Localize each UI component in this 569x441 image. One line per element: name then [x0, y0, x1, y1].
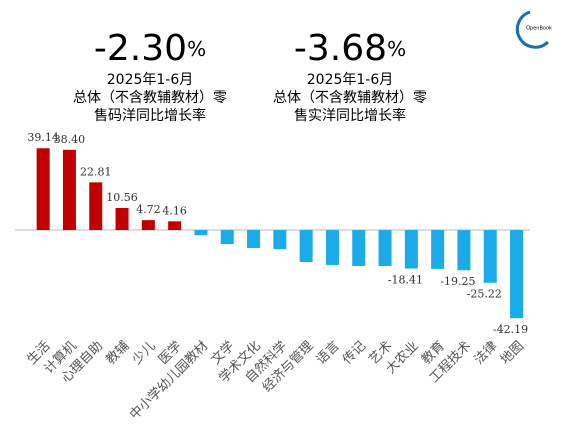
headline-caption: 2025年1-6月	[107, 72, 194, 88]
bar	[247, 230, 261, 248]
bar	[457, 230, 471, 271]
logo-text: OpenBook	[526, 26, 552, 32]
headline-value: -3.68%	[294, 28, 406, 69]
headline-caption: 售码洋同比增长率	[94, 107, 206, 124]
value-label: 10.56	[106, 191, 138, 204]
bar	[273, 230, 287, 250]
headline-caption: 总体（不含教辅教材）零	[273, 90, 427, 106]
value-label: 22.81	[80, 165, 112, 178]
bar	[141, 220, 155, 231]
logo: OpenBook	[515, 10, 552, 49]
bar	[115, 207, 129, 231]
bar	[194, 230, 208, 236]
bar	[352, 230, 366, 266]
bar	[220, 230, 234, 245]
value-label: -18.41	[388, 273, 423, 286]
value-label: 4.72	[136, 203, 161, 216]
bar	[62, 149, 76, 231]
headline-value: -2.30%	[94, 28, 206, 69]
headline-caption: 售实洋同比增长率	[294, 107, 406, 124]
bar	[36, 148, 50, 231]
x-tick-label: 少儿	[130, 339, 159, 368]
bar	[89, 182, 103, 231]
x-tick-label: 教辅	[103, 338, 133, 368]
headline-number: -2.30	[94, 28, 187, 69]
x-tick-label: 语言	[314, 339, 343, 368]
headline-unit: %	[387, 37, 406, 61]
bar	[378, 230, 392, 266]
bar	[168, 221, 182, 231]
value-label: 4.16	[162, 204, 187, 217]
bar	[510, 230, 524, 319]
x-tick-label: 法律	[472, 339, 501, 368]
bar	[299, 230, 313, 262]
logo-ring	[515, 10, 550, 49]
bar	[483, 230, 497, 283]
value-label: 38.40	[54, 133, 86, 146]
bar	[325, 230, 339, 265]
headline-unit: %	[187, 37, 206, 61]
x-tick-label: 地图	[498, 339, 527, 368]
value-label: -19.25	[440, 275, 475, 288]
headline-caption: 总体（不含教辅教材）零	[73, 90, 227, 106]
headline-caption: 2025年1-6月	[307, 72, 394, 88]
x-tick-label: 传记	[340, 339, 369, 368]
bar	[404, 230, 418, 269]
value-label: -25.22	[467, 288, 502, 301]
value-label: -42.19	[493, 323, 528, 336]
headline-number: -3.68	[294, 28, 387, 69]
value-label: 39.14	[27, 131, 59, 144]
bar	[431, 230, 445, 269]
